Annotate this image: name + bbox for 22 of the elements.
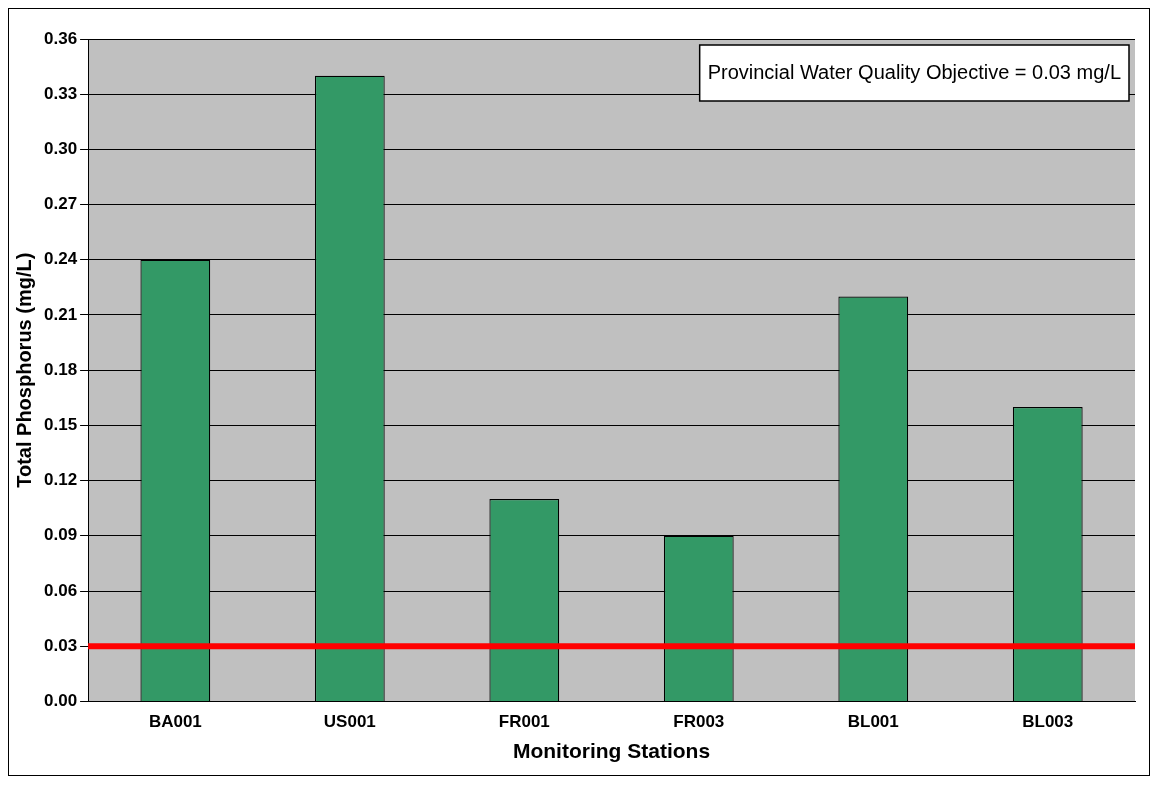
x-tick-label: BL003 [1022,712,1074,732]
x-tick-label: US001 [323,712,376,732]
y-tick-label: 0.03 [43,635,78,655]
x-tick-label: BL001 [847,712,899,732]
y-tick-label: 0.00 [43,691,78,711]
y-tick-label: 0.12 [43,470,78,490]
y-tick-label: 0.27 [43,194,78,214]
y-tick-label: 0.18 [43,359,78,379]
y-tick-label: 0.09 [43,525,78,545]
y-tick-label: 0.24 [43,249,78,269]
y-tick-label: 0.21 [43,304,78,324]
y-tick-label: 0.15 [43,415,78,435]
y-tick-label: 0.30 [43,139,78,159]
x-axis-title: Monitoring Stations [512,739,711,763]
x-tick-label: BA001 [148,712,202,732]
y-axis-title: Total Phosphorus (mg/L) [12,252,35,488]
y-tick-label: 0.06 [43,580,78,600]
x-tick-label: FR001 [498,712,550,732]
y-tick-label: 0.36 [43,28,78,48]
annotation: Provincial Water Quality Objective = 0.03 mg/L [707,60,1122,83]
x-tick-label: FR003 [673,712,725,732]
y-tick-label: 0.33 [43,83,78,103]
